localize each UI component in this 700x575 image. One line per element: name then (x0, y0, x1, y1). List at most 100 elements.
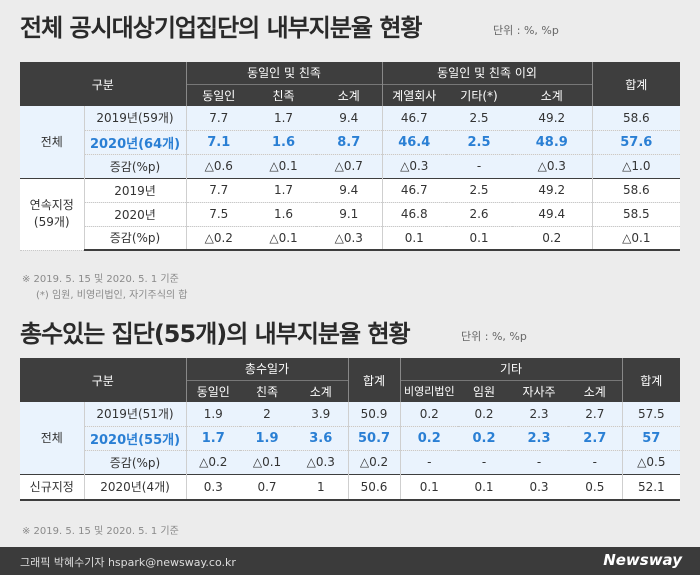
cell: 1.9 (186, 402, 240, 427)
header-col: 소계 (512, 83, 593, 106)
header-col: 기타(*) (446, 83, 513, 106)
cell: - (427, 455, 432, 469)
header-col: 동일인 (186, 379, 240, 402)
cell: 0.2 (458, 402, 511, 427)
cell: 0.1 (458, 473, 511, 501)
header-total: 합계 (592, 62, 681, 106)
cell: 46.7 (382, 177, 447, 203)
group-label: 전체 (20, 402, 85, 475)
header-col: 친족 (251, 83, 316, 106)
cell: 57.6 (592, 130, 681, 155)
row-label: 2019년(51개) (84, 402, 187, 427)
table-row: 2020년(55개) 1.7 1.9 3.6 50.7 0.2 0.2 2.3 … (20, 426, 681, 451)
cell: 58.5 (592, 202, 681, 227)
header-sum: 합계 (348, 358, 401, 402)
cell: - (481, 455, 487, 469)
table-row: 증감(%p) △0.2 △0.1 △0.3 0.1 0.1 0.2 △0.1 (20, 226, 681, 251)
cell: - (536, 455, 542, 469)
row-label: 2020년 (84, 202, 187, 227)
row-label: 증감(%p) (84, 226, 187, 251)
cell: △0.3 (294, 450, 349, 474)
cell: 2 (240, 402, 294, 427)
cell: 7.7 (186, 106, 251, 131)
header-col: 친족 (240, 379, 294, 402)
cell: 9.4 (316, 177, 383, 203)
table-row: 전체 2019년(51개) 1.9 2 3.9 50.9 0.2 0.2 2.3… (20, 402, 681, 475)
table-row: 전체 2019년(59개) 7.7 1.7 9.4 46.7 2.5 49.2 … (20, 106, 681, 179)
cell: 2.5 (446, 106, 513, 131)
cell: 0.5 (568, 473, 623, 501)
section1-table: 구분 동일인 및 친족 동일인 및 친족 이외 합계 동일인 친족 소계 계열회… (20, 62, 681, 251)
cell: △0.2 (348, 450, 401, 474)
section1-footnote: (*) 임원, 비영리법인, 자기주식의 합 (36, 290, 188, 301)
header-group-b: 기타 (400, 358, 623, 380)
row-label: 2020년(55개) (84, 426, 187, 451)
cell: 49.4 (512, 202, 593, 227)
cell: 2.6 (446, 202, 513, 227)
cell: 1.9 (240, 426, 294, 451)
table-row: 증감(%p) △0.2 △0.1 △0.3 △0.2 - - - - △0.5 (20, 450, 681, 474)
cell: 52.1 (622, 473, 681, 501)
header-col: 소계 (316, 83, 383, 106)
cell: △0.5 (637, 455, 666, 469)
cell: 3.9 (294, 402, 349, 427)
row-label: 2020년(64개) (84, 130, 187, 155)
cell: 2.3 (510, 426, 569, 451)
cell: 2.5 (446, 177, 513, 203)
cell: 0.2 (400, 402, 459, 427)
cell: 0.1 (446, 226, 513, 251)
row-label: 증감(%p) (84, 450, 187, 474)
header-gubun: 구분 (20, 358, 187, 402)
cell: 1.7 (251, 106, 316, 131)
cell: △0.1 (269, 159, 298, 173)
cell: - (476, 159, 482, 173)
cell: 3.6 (294, 426, 349, 451)
table-row: 연속지정 (59개) 2019년 7.7 1.7 9.4 46.7 2.5 49… (20, 177, 681, 251)
header-col: 동일인 (186, 83, 251, 106)
cell: △0.1 (252, 455, 282, 469)
group-label: 신규지정 (20, 473, 85, 501)
section1-title: 전체 공시대상기업집단의 내부지분율 현황 (20, 14, 423, 42)
cell: 9.1 (316, 202, 383, 227)
section1-unit: 단위 : %, %p (493, 24, 559, 37)
header-col: 소계 (294, 379, 349, 402)
cell: △0.2 (186, 226, 251, 251)
table-row: 신규지정 2020년(4개) 0.3 0.7 1 50.6 0.1 0.1 0.… (20, 473, 681, 501)
header-col: 임원 (458, 379, 511, 402)
section2-unit: 단위 : %, %p (461, 330, 527, 343)
cell: 0.2 (400, 426, 459, 451)
cell: 7.1 (186, 130, 251, 155)
cell: △0.3 (316, 226, 383, 251)
cell: 2.7 (568, 426, 623, 451)
header-col: 소계 (568, 379, 623, 402)
cell: △0.6 (204, 159, 233, 173)
cell: △0.3 (512, 154, 593, 178)
header-col: 자사주 (510, 379, 569, 402)
header-col: 계열회사 (382, 83, 447, 106)
cell: 7.5 (186, 202, 251, 227)
row-label: 2019년 (84, 177, 187, 203)
cell: △0.1 (592, 226, 681, 251)
footer-bar: 그래픽 박혜수기자 hspark@newsway.co.kr Newsway (0, 547, 700, 575)
group-label-line: (59개) (33, 215, 70, 229)
cell: 0.2 (512, 226, 593, 251)
cell: 57.5 (622, 402, 681, 427)
cell: △0.1 (251, 226, 316, 251)
cell: 0.1 (400, 473, 459, 501)
cell: 48.9 (512, 130, 593, 155)
cell: 46.8 (382, 202, 447, 227)
group-label: 전체 (20, 106, 85, 179)
group-label-line: 연속지정 (29, 198, 74, 212)
cell: △1.0 (622, 159, 651, 173)
cell: 9.4 (316, 106, 383, 131)
cell: 50.9 (348, 402, 401, 427)
table-row: 2020년 7.5 1.6 9.1 46.8 2.6 49.4 58.5 (20, 202, 681, 227)
cell: 46.4 (382, 130, 447, 155)
header-gubun: 구분 (20, 62, 187, 106)
cell: 2.7 (568, 402, 623, 427)
table-row: 2020년(64개) 7.1 1.6 8.7 46.4 2.5 48.9 57.… (20, 130, 681, 155)
header-group-a: 동일인 및 친족 (186, 62, 383, 84)
cell: 57 (622, 426, 681, 451)
header-group-a: 총수일가 (186, 358, 349, 380)
cell: 0.2 (458, 426, 511, 451)
